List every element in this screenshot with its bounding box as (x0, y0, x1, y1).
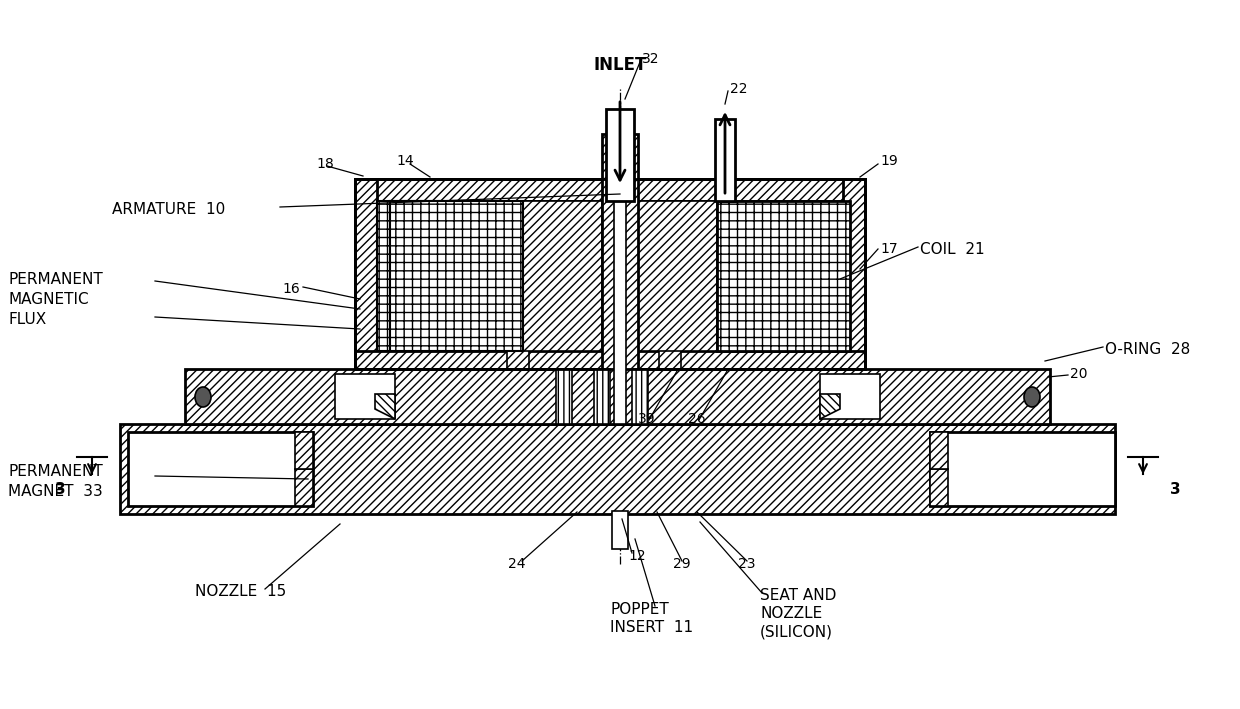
Bar (355, 179, 866, 201)
Text: 18: 18 (316, 157, 334, 171)
Bar (355, 351, 866, 369)
Polygon shape (930, 432, 949, 469)
Polygon shape (930, 469, 949, 506)
Bar (556, 369, 572, 424)
Bar (614, 134, 626, 424)
Text: 29: 29 (673, 557, 691, 571)
Bar (594, 369, 610, 424)
Ellipse shape (1024, 387, 1040, 407)
Text: 16: 16 (283, 282, 300, 296)
Bar (606, 109, 634, 201)
Bar (391, 201, 523, 351)
Bar (523, 201, 601, 351)
Bar (820, 374, 880, 419)
Text: 12: 12 (627, 549, 646, 563)
Bar (601, 134, 639, 424)
Text: PERMANENT: PERMANENT (7, 272, 103, 286)
Text: 39: 39 (639, 412, 656, 426)
Text: 3: 3 (55, 481, 66, 496)
Text: ARMATURE  10: ARMATURE 10 (112, 201, 224, 216)
Text: O-RING  28: O-RING 28 (1105, 342, 1190, 357)
Polygon shape (295, 469, 312, 506)
Text: 24: 24 (508, 557, 526, 571)
Bar (717, 201, 849, 351)
Text: NOZZLE: NOZZLE (760, 606, 822, 622)
Bar (507, 201, 529, 369)
Text: INLET: INLET (593, 56, 647, 74)
Text: SEAT AND: SEAT AND (760, 588, 836, 603)
Bar (632, 369, 649, 424)
Text: 22: 22 (730, 82, 748, 96)
Text: 17: 17 (880, 242, 898, 256)
Bar (335, 374, 396, 419)
Text: PERMANENT: PERMANENT (7, 464, 103, 479)
Text: 32: 32 (642, 52, 660, 66)
Text: 3: 3 (1169, 481, 1180, 496)
Bar (120, 424, 1115, 514)
Text: POPPET: POPPET (610, 601, 668, 617)
Text: NOZZLE  15: NOZZLE 15 (195, 584, 286, 600)
Polygon shape (820, 394, 839, 419)
Bar (930, 432, 1115, 506)
Bar (185, 369, 1050, 424)
Polygon shape (374, 394, 396, 419)
Bar (377, 201, 507, 351)
Bar (355, 179, 866, 369)
Bar (715, 119, 735, 201)
Polygon shape (295, 432, 312, 469)
Text: COIL  21: COIL 21 (920, 242, 985, 257)
Text: INSERT  11: INSERT 11 (610, 620, 693, 635)
Bar (613, 511, 627, 549)
Bar (355, 179, 377, 369)
Bar (355, 179, 866, 369)
Text: 20: 20 (1070, 367, 1087, 381)
Bar (639, 201, 717, 351)
Ellipse shape (195, 387, 211, 407)
Bar (843, 179, 866, 369)
Text: 26: 26 (688, 412, 706, 426)
Text: 23: 23 (738, 557, 755, 571)
Text: MAGNETIC: MAGNETIC (7, 291, 88, 306)
Text: MAGNET  33: MAGNET 33 (7, 484, 103, 500)
Bar (658, 201, 681, 369)
Text: (SILICON): (SILICON) (760, 625, 833, 640)
Bar (128, 432, 312, 506)
Text: FLUX: FLUX (7, 311, 46, 327)
Text: 19: 19 (880, 154, 898, 168)
Text: 14: 14 (397, 154, 414, 168)
